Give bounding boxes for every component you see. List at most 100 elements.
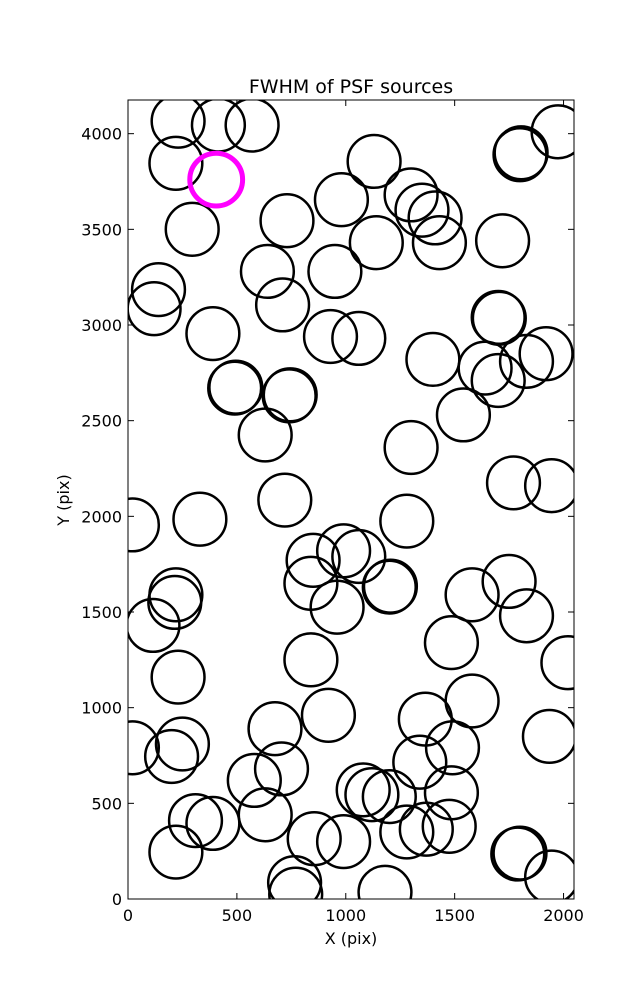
psf-source-circle-22 [254,277,311,333]
chart-title: FWHM of PSF sources [249,76,453,98]
psf-source-circle-25 [331,310,387,367]
y-tick-label-3000: 3000 [81,316,122,335]
y-tick-label-3500: 3500 [81,220,122,239]
psf-source-circle-11 [407,190,463,246]
x-tick-label-2000: 2000 [543,906,584,925]
data-layer [128,100,574,899]
psf-source-circle-55 [444,567,500,623]
psf-source-circle-69 [154,716,211,772]
psf-source-circle-15 [164,201,220,257]
psf-source-circle-64 [300,687,357,743]
psf-source-circle-82 [379,804,435,860]
psf-source-circle-41 [523,458,574,514]
psf-source-circle-66 [521,708,574,765]
psf-source-circle-92 [268,866,324,899]
psf-source-circle-91 [266,855,323,899]
psf-source-circle-14 [259,193,315,249]
psf-source-circle-57 [309,579,365,635]
psf-source-circle-32 [518,326,574,382]
psf-source-circle-90 [523,849,574,899]
psf-source-circle-51 [362,558,419,614]
x-tick-label-1000: 1000 [325,906,366,925]
psf-source-circle-74 [226,752,282,809]
plot-frame [127,99,575,900]
psf-source-circle-58 [128,597,181,654]
psf-source-circle-46 [285,532,341,588]
y-tick-label-500: 500 [91,794,122,813]
psf-source-circle-16 [348,215,404,271]
psf-source-circle-36 [262,367,318,423]
psf-source-circle-67 [247,701,303,757]
psf-source-circle-10 [394,182,450,238]
psf-source-circle-47 [315,523,372,579]
y-tick-label-1000: 1000 [81,699,122,718]
psf-source-circle-8 [530,104,574,160]
psf-source-circle-86 [315,813,372,870]
psf-source-circle-81 [185,795,241,852]
x-tick-label-1500: 1500 [434,906,475,925]
x-tick-label-500: 500 [222,906,253,925]
psf-source-circle-12 [411,215,468,271]
psf-source-circle-19 [307,243,363,300]
psf-source-circle-13 [313,172,370,228]
psf-source-circle-61 [540,635,574,691]
psf-source-circle-56 [498,588,555,644]
x-axis-label: X (pix) [325,929,378,948]
psf-source-circle-29 [457,340,513,396]
psf-source-circle-44 [128,497,161,553]
axes-layer: 0 500 1000 1500 2000 0 500 1000 1500 2000 2500 3000… [81,100,584,925]
psf-source-circle-9 [383,167,439,223]
psf-source-circle-30 [470,352,526,409]
psf-source-circle-3 [224,100,280,153]
psf-source-circle-45 [379,493,435,549]
psf-source-circle-39 [383,419,439,476]
psf-source-circle-87 [148,824,204,880]
psf-source-circle-93 [357,864,413,899]
y-tick-label-4000: 4000 [81,125,122,144]
y-axis-label: Y (pix) [54,474,73,526]
psf-source-circle-75 [335,762,391,818]
y-tick-label-2000: 2000 [81,507,122,526]
psf-source-circle-68 [128,720,161,776]
psf-source-circle-21 [128,281,182,337]
psf-source-circle-43 [172,491,228,547]
psf-source-circle-62 [150,649,206,705]
psf-source-circle-77 [361,768,417,825]
psf-source-circle-84 [421,798,477,854]
psf-source-circle-59 [423,614,480,671]
psf-source-circle-48 [331,528,387,585]
y-tick-label-0: 0 [112,890,122,909]
psf-source-circle-34 [208,359,264,415]
psf-source-circle-2 [190,100,247,153]
psf-source-circle-76 [344,767,400,823]
psf-source-circle-7 [493,125,549,181]
psf-source-circle-1 [150,100,206,149]
psf-source-circle-20 [130,261,187,318]
psf-source-circle-4 [148,135,204,191]
psf-source-circle-23 [185,305,241,362]
highlighted-source-circle [187,150,246,209]
psf-source-circle-17 [474,213,531,269]
psf-source-circle-89 [492,825,548,881]
y-tick-label-1500: 1500 [81,603,122,622]
psf-source-circle-18 [239,243,296,300]
psf-source-circle-71 [424,720,481,776]
psf-source-circle-79 [237,787,293,843]
psf-source-circle-70 [143,728,200,785]
psf-source-circle-40 [485,455,542,511]
psf-source-circle-60 [283,632,339,688]
psf-source-circle-42 [257,472,313,528]
psf-source-circle-83 [398,801,454,857]
psf-source-circle-52 [481,553,537,610]
psf-source-circle-38 [237,407,293,463]
psf-source-circle-28 [405,331,461,388]
psf-source-circle-63 [444,673,500,729]
psf-source-circle-24 [302,308,359,365]
psf-source-circle-80 [167,792,224,849]
psf-source-circle-37 [435,387,492,443]
psf-source-circle-72 [392,734,448,790]
psf-source-circle-5 [346,133,402,190]
y-tick-label-2500: 2500 [81,412,122,431]
